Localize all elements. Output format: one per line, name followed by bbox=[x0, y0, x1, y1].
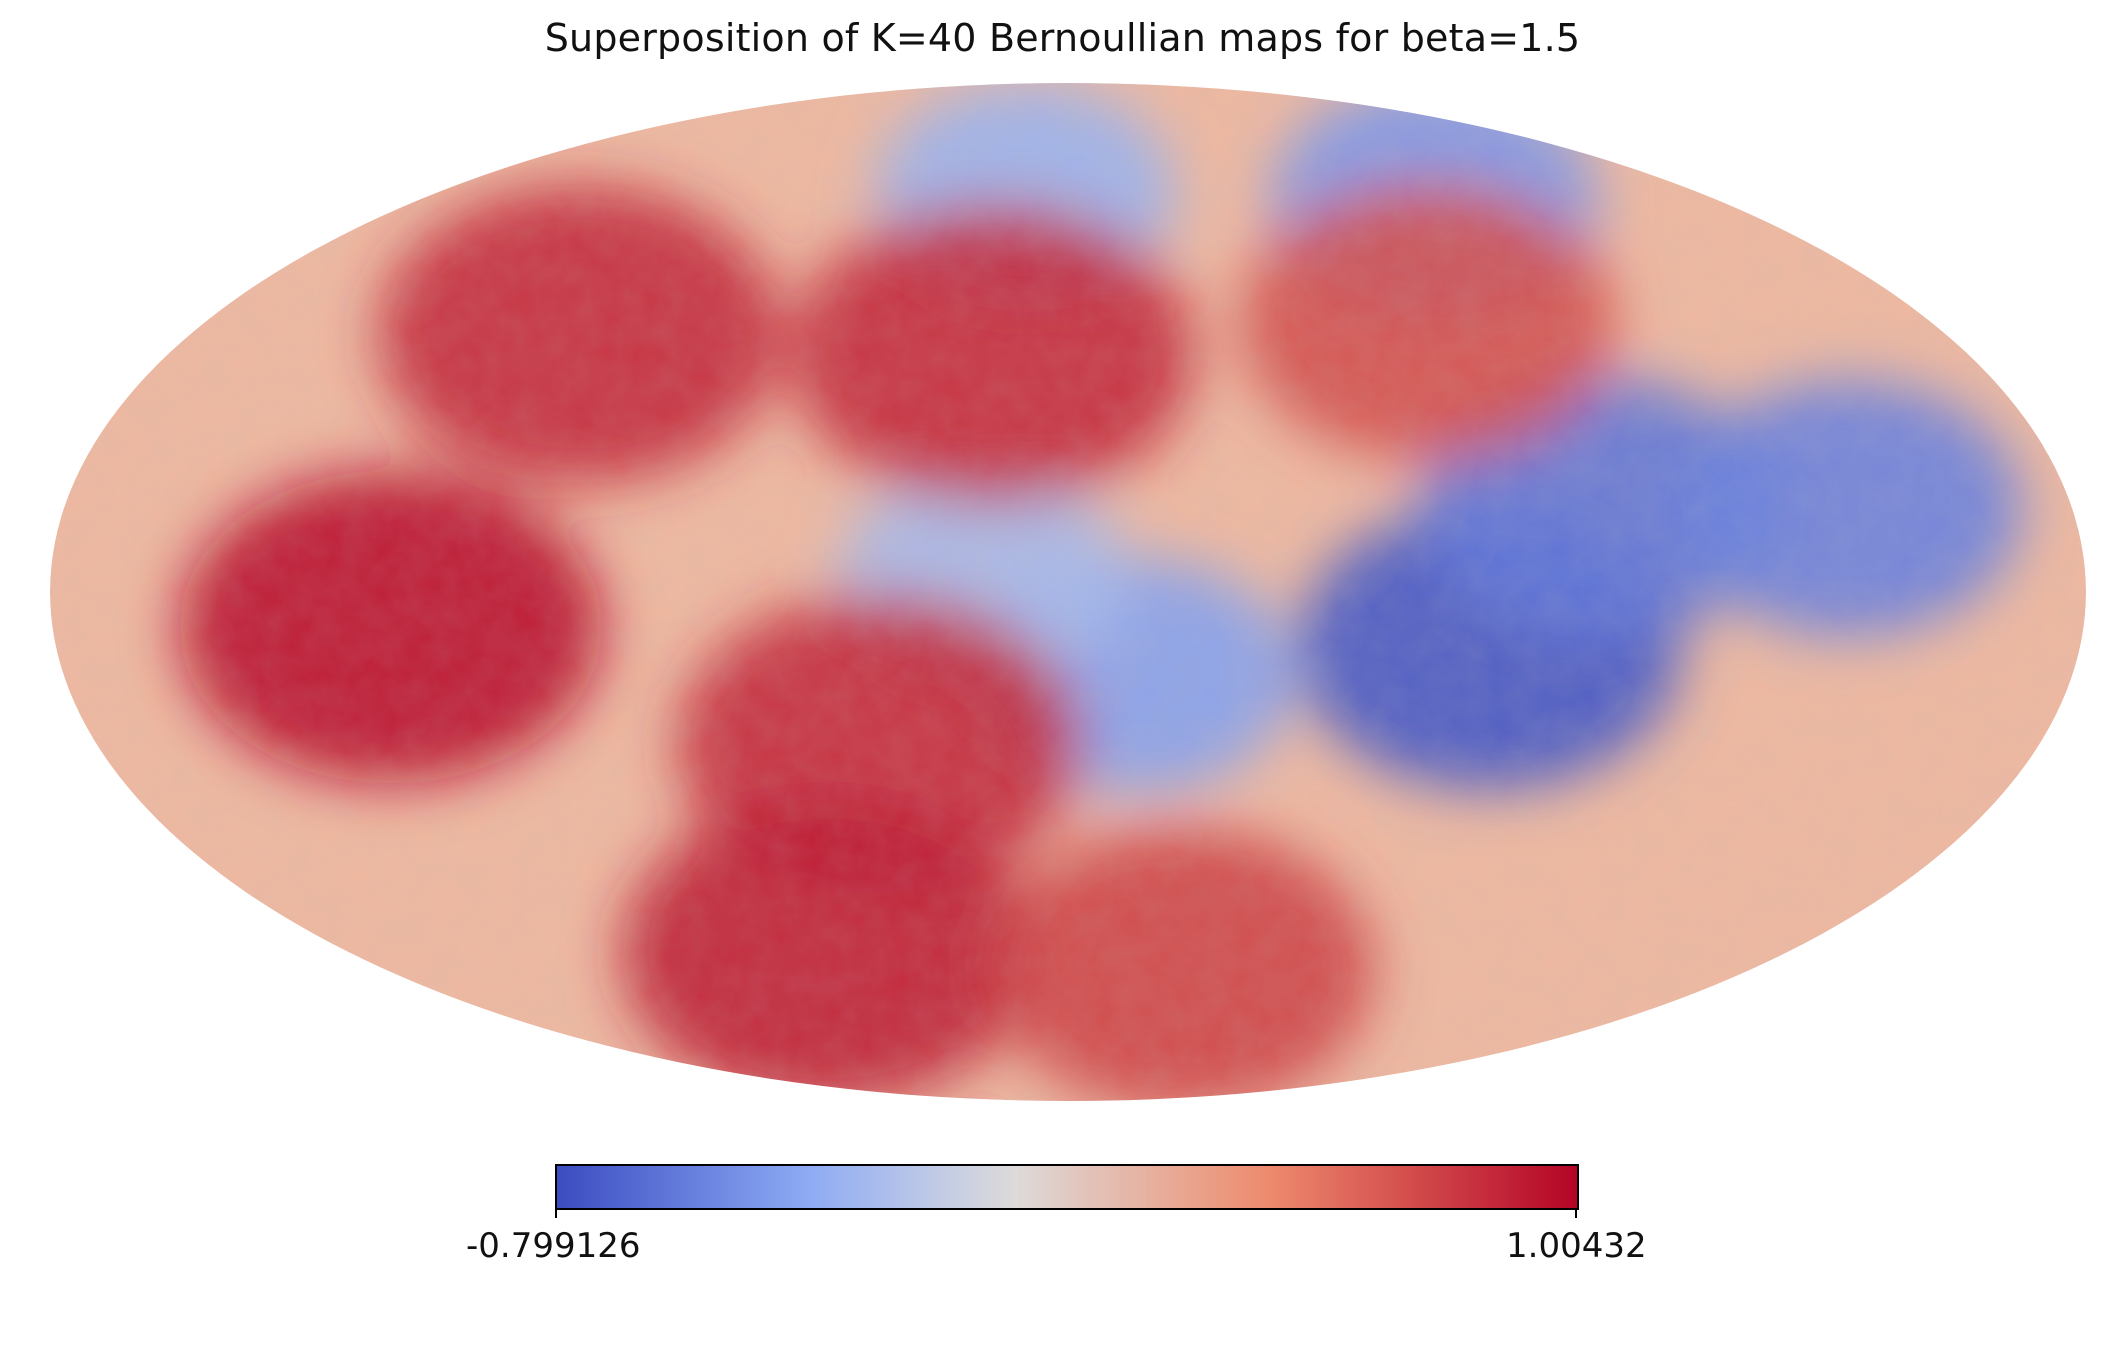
map-region-hot-south-rim bbox=[621, 799, 1036, 1101]
map-texture bbox=[50, 83, 2086, 1101]
chart-title: Superposition of K=40 Bernoullian maps f… bbox=[544, 16, 1581, 60]
map-region-hot-far-west bbox=[179, 470, 603, 784]
map-regions bbox=[179, 83, 2023, 1101]
map-region-hot-south-east-rim bbox=[989, 826, 1375, 1101]
map-region-hot-north-center bbox=[791, 204, 1195, 504]
map-region-hot-north-east bbox=[1239, 182, 1616, 461]
colorbar-gradient bbox=[555, 1164, 1579, 1210]
colorbar-max-label: 1.00432 bbox=[1506, 1226, 1647, 1266]
map-region-hot-north-west bbox=[378, 184, 782, 484]
colorbar-min-tick bbox=[555, 1208, 557, 1218]
colorbar-max-tick bbox=[1575, 1208, 1577, 1218]
colorbar bbox=[555, 1164, 1579, 1218]
map-region-cold-spot-far-east bbox=[1675, 380, 2023, 637]
colorbar-min-label: -0.799126 bbox=[466, 1226, 641, 1266]
